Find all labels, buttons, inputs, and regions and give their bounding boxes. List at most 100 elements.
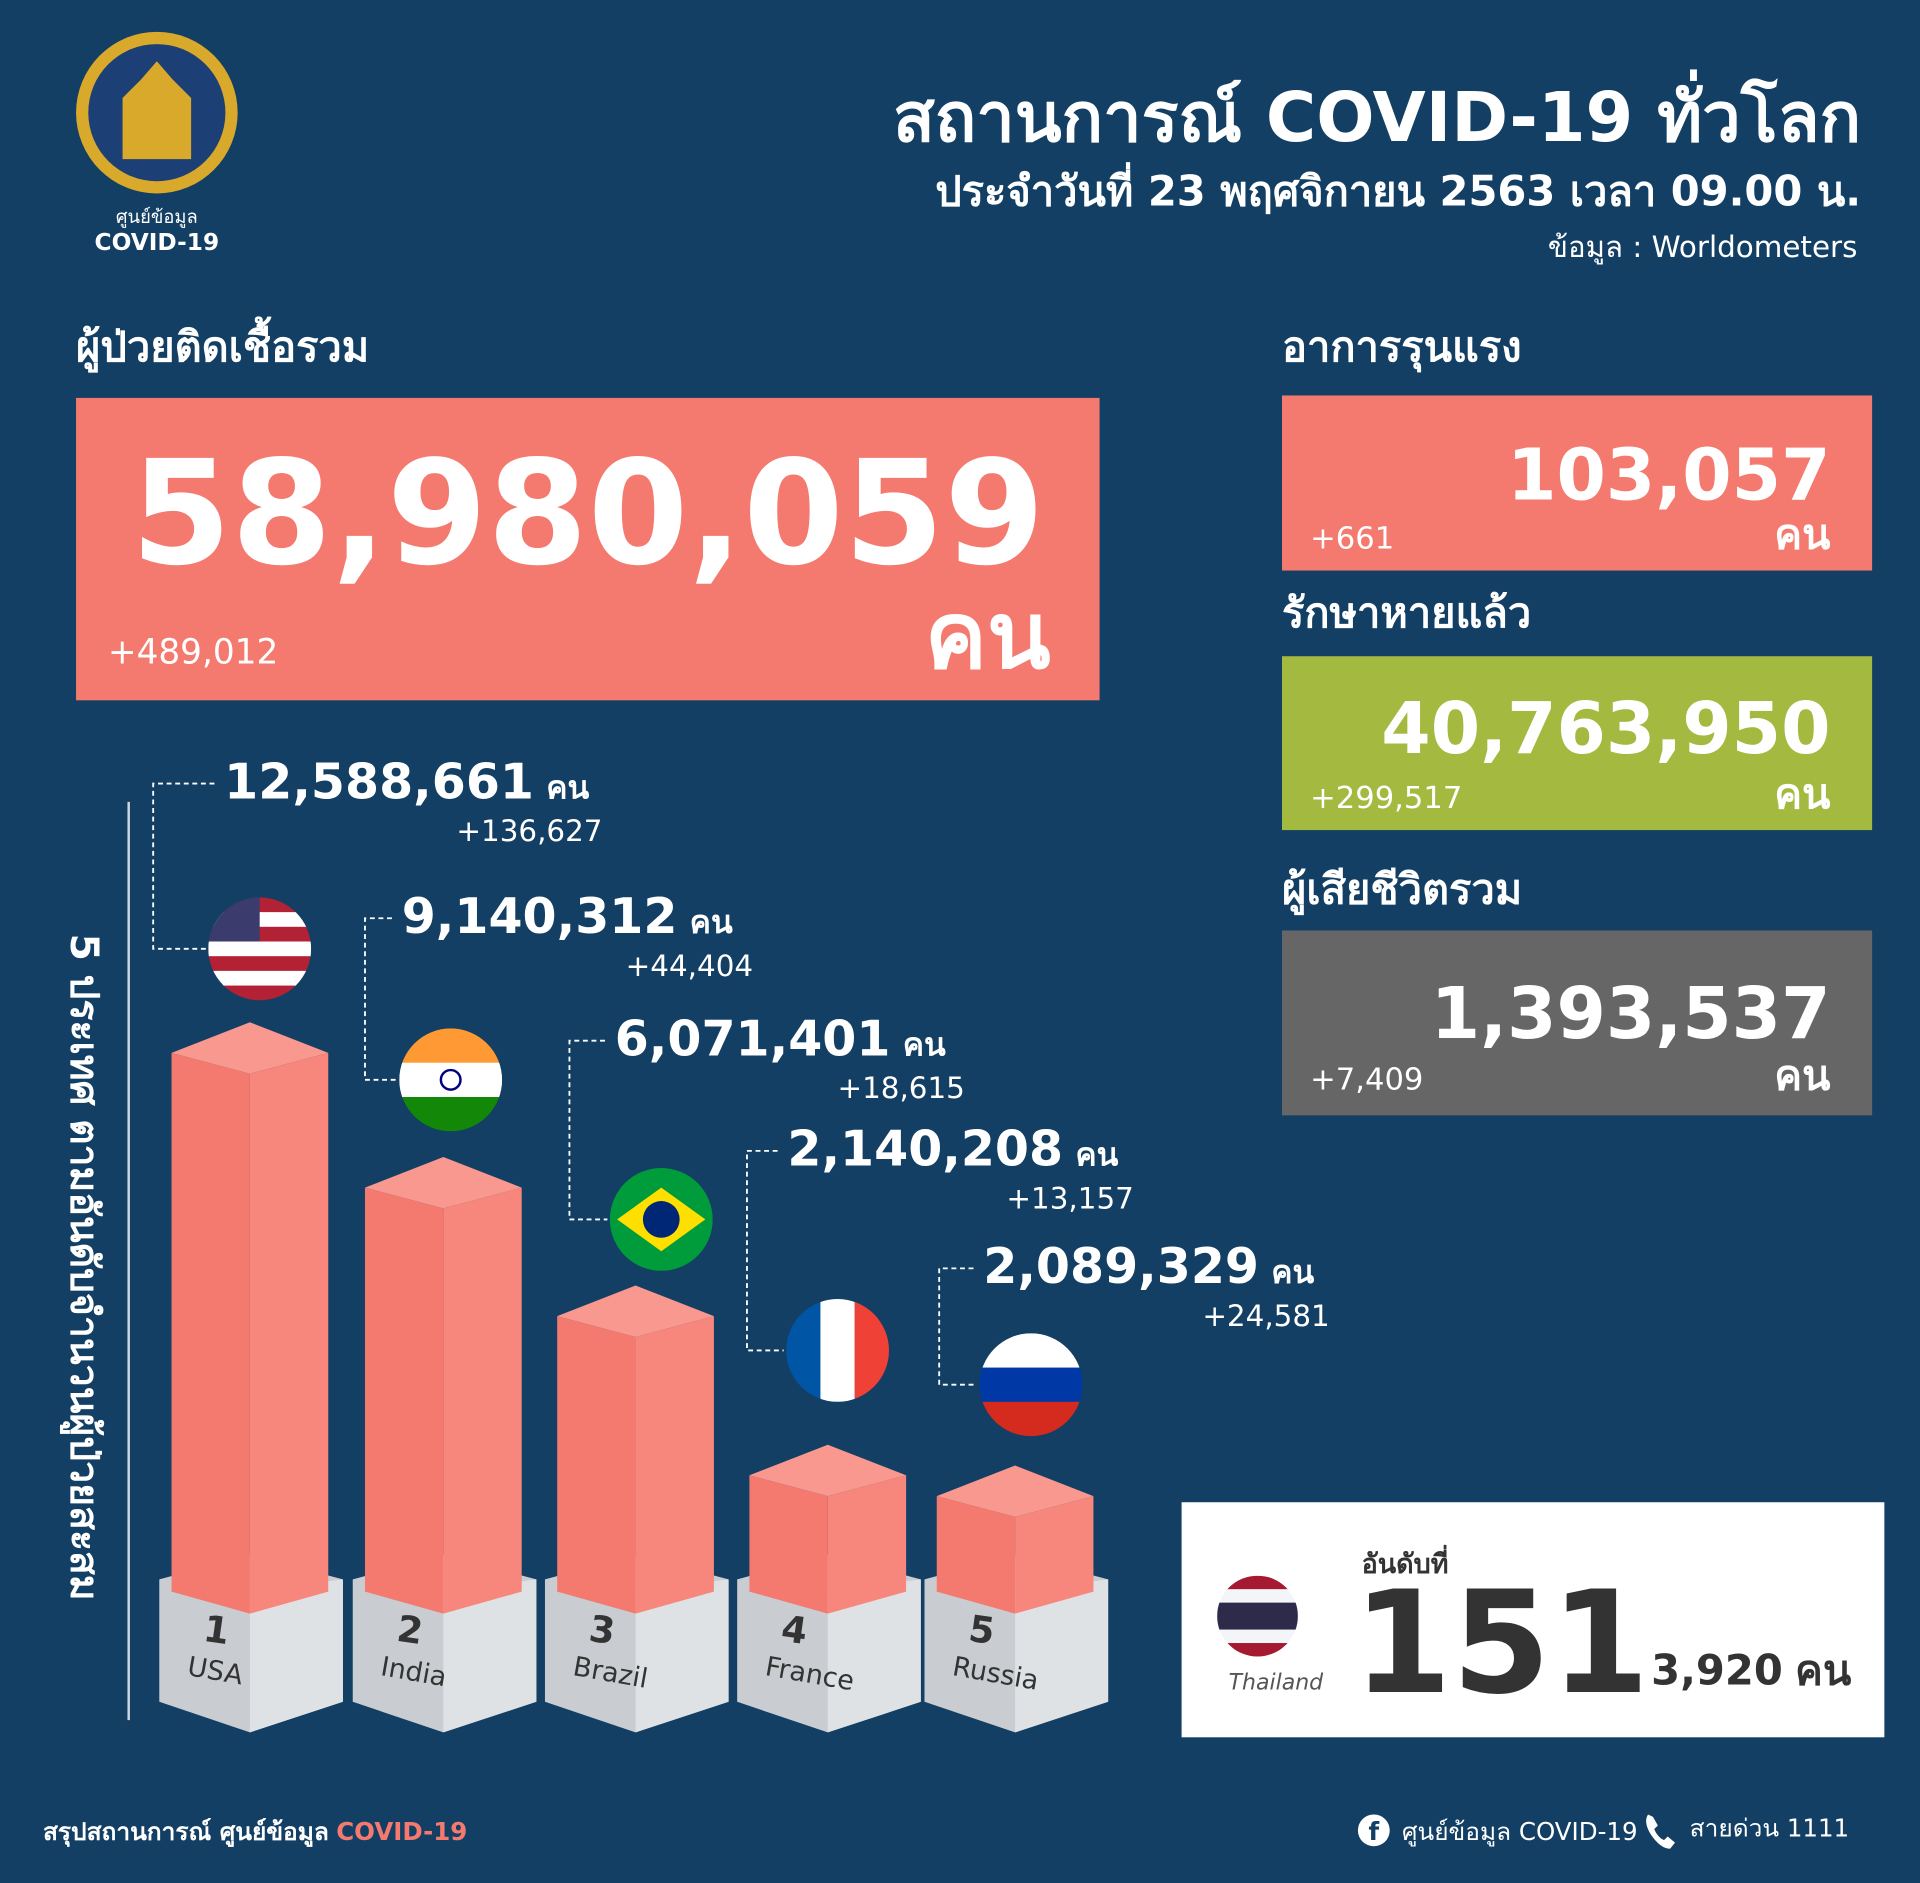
stat-value: 40,763,950 bbox=[1381, 687, 1830, 770]
country-value: 2,140,208 คน bbox=[787, 1121, 1118, 1178]
flag-stripe bbox=[399, 1062, 503, 1098]
bar-right bbox=[1015, 1496, 1094, 1614]
total-label: ผู้ป่วยติดเชื้อรวม bbox=[76, 316, 369, 373]
footer-summary: สรุปสถานการณ์ ศูนย์ข้อมูล COVID-19 bbox=[43, 1817, 467, 1848]
flag bbox=[786, 1299, 889, 1402]
stat-unit: คน bbox=[1774, 1051, 1831, 1100]
stat-label: รักษาหายแล้ว bbox=[1282, 588, 1531, 637]
thai-flag bbox=[1217, 1575, 1298, 1657]
thailand-box bbox=[1181, 1502, 1885, 1738]
pedestal-side bbox=[827, 1579, 921, 1733]
rank-number: 2 bbox=[394, 1607, 425, 1653]
flag-body bbox=[609, 1167, 713, 1271]
pedestal-side bbox=[249, 1579, 343, 1733]
footer-highlight: COVID-19 bbox=[336, 1817, 467, 1846]
rank-number: 5 bbox=[966, 1607, 997, 1653]
flag-stripe bbox=[1217, 1602, 1298, 1631]
footer-text: สรุปสถานการณ์ ศูนย์ข้อมูล bbox=[43, 1817, 329, 1848]
value-unit: คน bbox=[1795, 1646, 1852, 1695]
total-change: +489,012 bbox=[108, 633, 278, 673]
bar-left bbox=[557, 1316, 636, 1614]
stat-label: ผู้เสียชีวิตรวม bbox=[1282, 865, 1522, 916]
flag-body bbox=[399, 1028, 503, 1132]
flag-stripe bbox=[979, 1367, 1083, 1403]
flag-globe bbox=[642, 1201, 680, 1238]
flag-stripe bbox=[820, 1299, 855, 1402]
connector bbox=[938, 1267, 978, 1386]
connector bbox=[152, 782, 215, 950]
value-unit: คน bbox=[1075, 1136, 1118, 1174]
flag-body bbox=[208, 897, 312, 1001]
country-change: +13,157 bbox=[1006, 1181, 1133, 1215]
value-unit: คน bbox=[1271, 1253, 1314, 1291]
flag bbox=[208, 897, 312, 1001]
connector bbox=[364, 917, 397, 1081]
connector bbox=[746, 1149, 784, 1352]
flag-body bbox=[786, 1299, 889, 1402]
stat-value: 103,057 bbox=[1507, 434, 1830, 517]
stat-box bbox=[1281, 395, 1873, 571]
total-box bbox=[76, 397, 1100, 701]
flag-stripe bbox=[1217, 1589, 1298, 1604]
rank-number: 1 bbox=[201, 1607, 232, 1653]
pedestal-side bbox=[443, 1579, 537, 1733]
country-change: +44,404 bbox=[626, 949, 753, 983]
rank-number: 3 bbox=[587, 1607, 618, 1653]
value-number: 12,588,661 bbox=[224, 753, 534, 810]
flag-body bbox=[979, 1333, 1083, 1437]
title: สถานการณ์ COVID-19 ทั่วโลก bbox=[893, 69, 1861, 158]
bar-right bbox=[635, 1316, 714, 1614]
logo-text: ศูนย์ข้อมูล bbox=[116, 206, 198, 228]
value-number: 2,089,329 bbox=[983, 1238, 1259, 1295]
bar-left bbox=[364, 1187, 444, 1614]
rank-number: 4 bbox=[779, 1607, 810, 1653]
flag bbox=[609, 1167, 713, 1271]
flag bbox=[979, 1333, 1083, 1437]
bar-top bbox=[364, 1156, 522, 1209]
value-number: 2,140,208 bbox=[787, 1121, 1063, 1178]
flag-stripe bbox=[208, 941, 312, 957]
stat-unit: คน bbox=[1774, 509, 1831, 558]
bar-top bbox=[936, 1465, 1094, 1517]
ranking-label: 5 ประเทศ ตามอันดับจำนวนผู้ป่วยสะสม bbox=[60, 934, 106, 1601]
country-change: +18,615 bbox=[837, 1071, 964, 1105]
bar-right bbox=[827, 1475, 907, 1614]
flag-stripe bbox=[1217, 1629, 1298, 1644]
pedestal-side bbox=[635, 1579, 729, 1733]
flag-body bbox=[1217, 1575, 1298, 1657]
value-number: 9,140,312 bbox=[402, 888, 678, 945]
total-unit: คน bbox=[925, 581, 1051, 689]
facebook-icon bbox=[1357, 1814, 1390, 1847]
source: ข้อมูล : Worldometers bbox=[1548, 230, 1857, 265]
footer-hotline: สายด่วน 1111 bbox=[1690, 1813, 1849, 1842]
bar-right bbox=[443, 1187, 522, 1614]
rank-label: อันดับที่ bbox=[1362, 1544, 1449, 1580]
logo-text: COVID-19 bbox=[95, 229, 220, 256]
stat-unit: คน bbox=[1774, 769, 1831, 818]
total-value: 58,980,059 bbox=[131, 430, 1045, 598]
bar-right bbox=[249, 1052, 329, 1614]
bar-left bbox=[936, 1496, 1016, 1614]
subtitle: ประจำวันที่ 23 พฤศจิกายน 2563 เวลา 09.00… bbox=[935, 162, 1861, 216]
bar-top bbox=[557, 1285, 714, 1337]
stat-change: +299,517 bbox=[1310, 781, 1462, 816]
country-value: 6,071,401 คน bbox=[615, 1010, 946, 1067]
bar-top bbox=[749, 1444, 907, 1497]
value-number: 6,071,401 bbox=[615, 1010, 891, 1067]
pedestal-side bbox=[1015, 1579, 1109, 1733]
flag-wheel bbox=[439, 1068, 462, 1091]
facebook-glyph: f bbox=[1368, 1817, 1379, 1846]
stat-change: +661 bbox=[1310, 521, 1394, 556]
value-unit: คน bbox=[546, 768, 589, 806]
footer-facebook: ศูนย์ข้อมูล COVID-19 bbox=[1402, 1817, 1638, 1847]
stat-box bbox=[1281, 930, 1873, 1116]
country-change: +136,627 bbox=[456, 814, 602, 848]
country-change: +24,581 bbox=[1202, 1299, 1329, 1333]
phone-icon bbox=[1646, 1814, 1676, 1849]
bar-left bbox=[749, 1475, 828, 1614]
stat-box bbox=[1281, 656, 1873, 831]
flag-stripe bbox=[208, 970, 312, 987]
flag bbox=[399, 1028, 503, 1132]
flag-stripe bbox=[208, 956, 312, 972]
